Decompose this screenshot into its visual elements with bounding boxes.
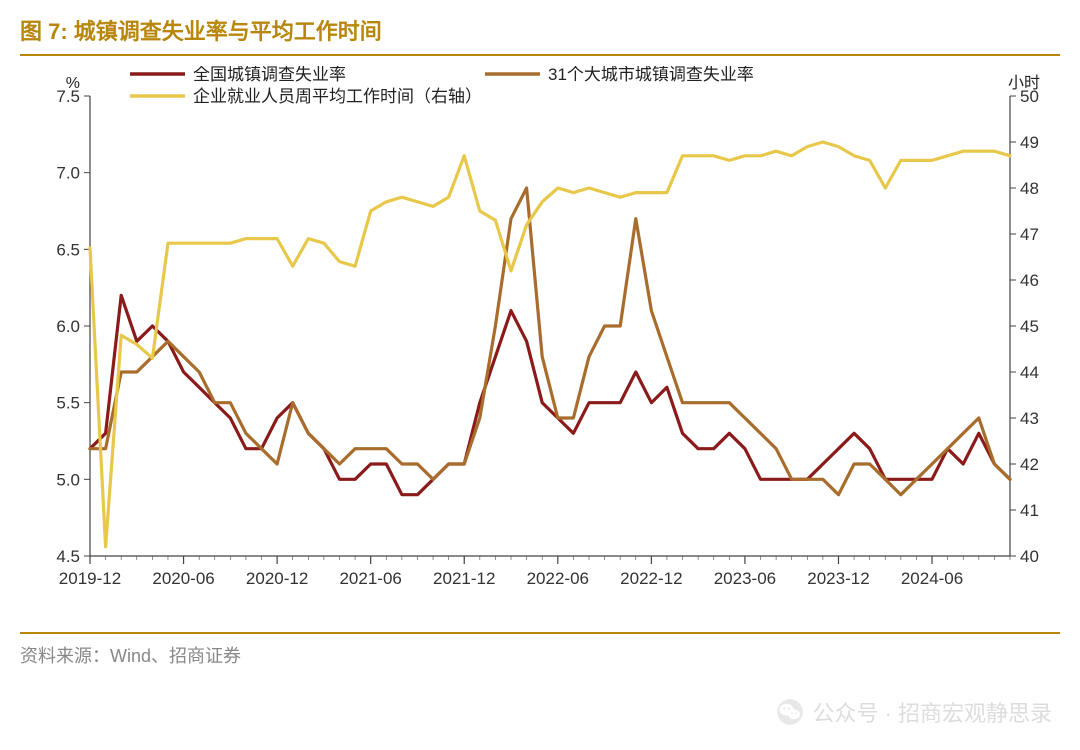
title-underline: [20, 54, 1060, 56]
chart-source: 资料来源：Wind、招商证券: [0, 634, 1080, 668]
svg-text:45: 45: [1020, 317, 1039, 336]
svg-text:企业就业人员周平均工作时间（右轴）: 企业就业人员周平均工作时间（右轴）: [193, 87, 482, 106]
svg-text:4.5: 4.5: [56, 547, 80, 566]
svg-text:2022-06: 2022-06: [527, 569, 589, 588]
svg-text:2023-06: 2023-06: [714, 569, 776, 588]
svg-text:2023-12: 2023-12: [807, 569, 869, 588]
source-label: 资料来源：: [20, 646, 110, 666]
svg-text:43: 43: [1020, 409, 1039, 428]
svg-text:6.5: 6.5: [56, 240, 80, 259]
watermark: 公众号 · 招商宏观静思录: [776, 696, 1052, 728]
svg-text:2020-12: 2020-12: [246, 569, 308, 588]
svg-text:31个大城市城镇调查失业率: 31个大城市城镇调查失业率: [548, 66, 754, 84]
svg-text:2019-12: 2019-12: [59, 569, 121, 588]
svg-text:7.5: 7.5: [56, 87, 80, 106]
chart-title-bar: 图 7: 城镇调查失业率与平均工作时间: [0, 0, 1080, 54]
svg-text:2022-12: 2022-12: [620, 569, 682, 588]
svg-text:40: 40: [1020, 547, 1039, 566]
svg-text:5.5: 5.5: [56, 394, 80, 413]
figure-number: 图 7:: [20, 14, 68, 46]
svg-text:42: 42: [1020, 455, 1039, 474]
svg-text:46: 46: [1020, 271, 1039, 290]
line-chart: 全国城镇调查失业率31个大城市城镇调查失业率企业就业人员周平均工作时间（右轴）%…: [20, 66, 1060, 626]
svg-text:2024-06: 2024-06: [901, 569, 963, 588]
svg-text:2021-12: 2021-12: [433, 569, 495, 588]
svg-text:47: 47: [1020, 225, 1039, 244]
chart-svg: 全国城镇调查失业率31个大城市城镇调查失业率企业就业人员周平均工作时间（右轴）%…: [20, 66, 1060, 626]
source-value: Wind、招商证券: [110, 646, 241, 666]
svg-text:44: 44: [1020, 363, 1039, 382]
figure-title: 城镇调查失业率与平均工作时间: [74, 14, 382, 46]
svg-text:2021-06: 2021-06: [339, 569, 401, 588]
svg-text:2020-06: 2020-06: [152, 569, 214, 588]
svg-text:49: 49: [1020, 133, 1039, 152]
wechat-icon: [776, 698, 804, 726]
watermark-text: 公众号 · 招商宏观静思录: [812, 696, 1052, 728]
svg-text:41: 41: [1020, 501, 1039, 520]
svg-text:5.0: 5.0: [56, 470, 80, 489]
svg-text:6.0: 6.0: [56, 317, 80, 336]
svg-text:7.0: 7.0: [56, 164, 80, 183]
svg-text:50: 50: [1020, 87, 1039, 106]
svg-text:全国城镇调查失业率: 全国城镇调查失业率: [193, 66, 346, 84]
svg-text:48: 48: [1020, 179, 1039, 198]
